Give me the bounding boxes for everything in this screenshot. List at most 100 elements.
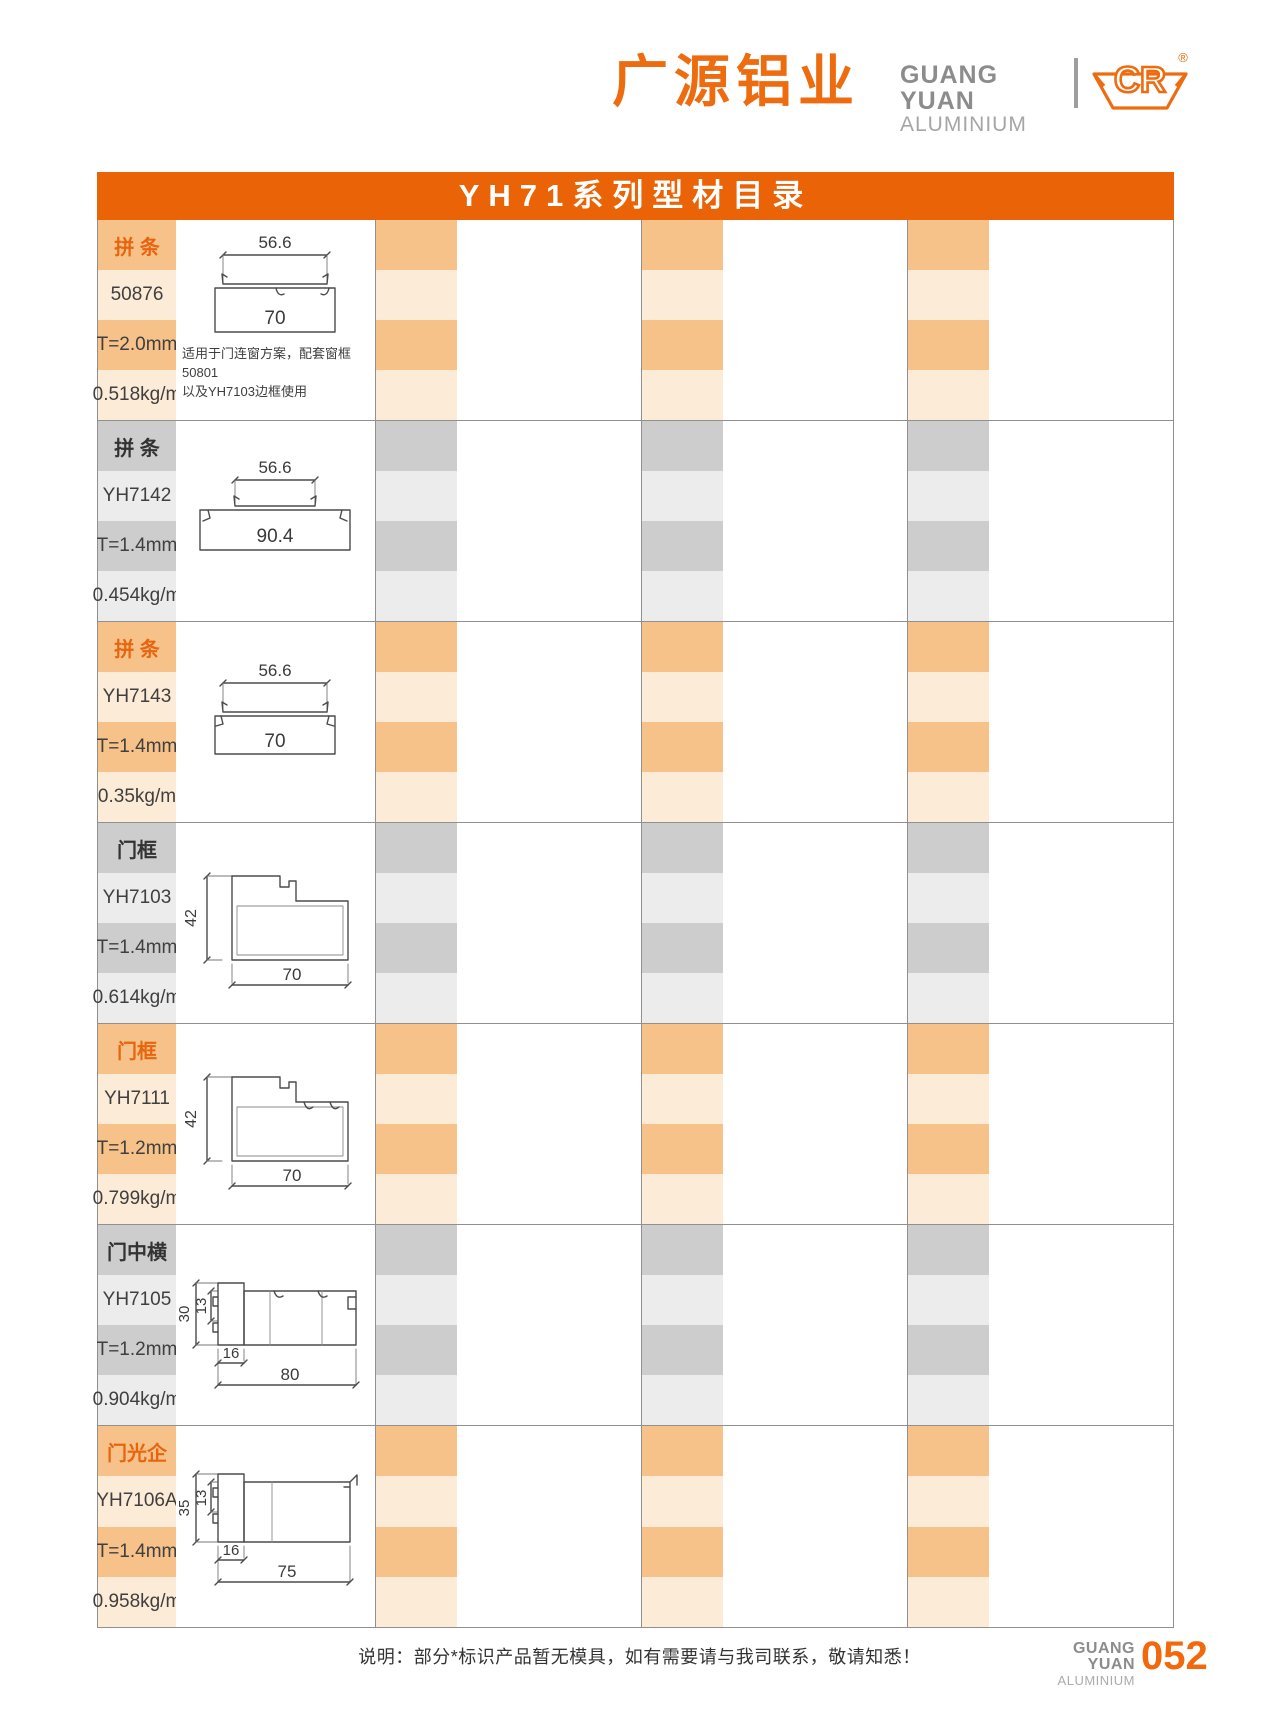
brand-divider (1074, 58, 1078, 108)
table-row: 门框 YH7111 T=1.2mm 0.799kg/m 42 70 (93, 1024, 1173, 1225)
empty-unit (641, 1024, 907, 1224)
empty-unit (375, 622, 641, 822)
profile-drawing: 30 13 16 80 (176, 1225, 375, 1425)
thickness-label: T=1.4mm (97, 1526, 177, 1577)
profile-drawing: 35 13 16 75 (176, 1426, 375, 1627)
product-code: YH7142 (98, 471, 176, 521)
footer-brand-english: GUANG YUAN (1072, 1640, 1135, 1673)
weight-label: 0.614kg/m (93, 973, 181, 1023)
category-label: 门光企 (98, 1426, 176, 1477)
product-labels: 门框 YH7103 T=1.4mm 0.614kg/m (93, 823, 181, 1023)
svg-text:35: 35 (176, 1500, 193, 1517)
svg-text:42: 42 (183, 1110, 200, 1128)
footer-brand-block: GUANG YUAN ALUMINIUM (1040, 1640, 1135, 1689)
footer-brand-english-sub: ALUMINIUM (1057, 1673, 1135, 1688)
svg-text:75: 75 (278, 1562, 297, 1581)
thickness-label: T=1.4mm (97, 722, 177, 772)
svg-text:80: 80 (281, 1365, 300, 1384)
thickness-label: T=1.4mm (97, 521, 177, 571)
empty-unit (907, 823, 1173, 1023)
empty-unit (375, 1426, 641, 1627)
product-unit: 拼 条 YH7142 T=1.4mm 0.454kg/m 56.6 90.4 (93, 421, 375, 621)
weight-label: 0.958kg/m (93, 1576, 181, 1627)
thickness-label: T=1.2mm (97, 1124, 177, 1174)
svg-text:56.6: 56.6 (258, 234, 291, 252)
product-unit: 拼 条 50876 T=2.0mm 0.518kg/m 56.6 70 适用于门… (93, 220, 375, 420)
profile-cross-section-svg: 56.6 70 (214, 234, 336, 333)
svg-text:90.4: 90.4 (257, 526, 294, 547)
weight-label: 0.904kg/m (93, 1375, 181, 1425)
svg-text:70: 70 (264, 731, 285, 752)
table-row: 拼 条 YH7143 T=1.4mm 0.35kg/m 56.6 70 (97, 622, 1173, 823)
empty-unit (907, 421, 1173, 621)
brand-logo-icon: CR ® (1090, 48, 1190, 123)
product-code: YH7143 (98, 672, 176, 722)
product-labels: 拼 条 50876 T=2.0mm 0.518kg/m (93, 220, 181, 420)
product-code: YH7106A (96, 1476, 178, 1527)
category-label: 拼 条 (98, 622, 176, 672)
usage-note: 适用于门连窗方案，配套窗框50801 以及YH7103边框使用 (182, 344, 374, 401)
svg-text:70: 70 (283, 1166, 302, 1185)
svg-text:13: 13 (193, 1298, 210, 1315)
logo-mark-letters: CR (1114, 59, 1166, 100)
empty-unit (641, 1426, 907, 1627)
registered-mark: ® (1178, 50, 1188, 65)
product-labels: 拼 条 YH7142 T=1.4mm 0.454kg/m (93, 421, 181, 621)
category-label: 门框 (98, 823, 176, 873)
product-unit: 拼 条 YH7143 T=1.4mm 0.35kg/m 56.6 70 (97, 622, 375, 822)
catalog-table: 拼 条 50876 T=2.0mm 0.518kg/m 56.6 70 适用于门… (93, 220, 1174, 1628)
category-label: 门框 (98, 1024, 176, 1074)
empty-unit (907, 1024, 1173, 1224)
profile-drawing: 42 70 (176, 1024, 375, 1224)
svg-text:56.6: 56.6 (258, 459, 291, 477)
empty-unit (375, 823, 641, 1023)
page-title: YH71系列型材目录 (97, 172, 1174, 220)
empty-unit (641, 220, 907, 420)
svg-text:16: 16 (223, 1345, 240, 1362)
page-number: 052 (1141, 1634, 1208, 1678)
profile-drawing: 42 70 (176, 823, 375, 1023)
brand-name-english-sub: ALUMINIUM (900, 113, 1027, 136)
thickness-label: T=1.4mm (97, 923, 177, 973)
category-label: 拼 条 (98, 421, 176, 471)
svg-text:70: 70 (264, 308, 285, 329)
category-label: 拼 条 (98, 220, 176, 270)
product-labels: 拼 条 YH7143 T=1.4mm 0.35kg/m (97, 622, 177, 822)
profile-drawing: 56.6 70 适用于门连窗方案，配套窗框50801 以及YH7103边框使用 (176, 220, 375, 420)
footer-note: 说明：部分*标识产品暂无模具，如有需要请与我司联系，敬请知悉！ (358, 1647, 921, 1667)
svg-text:13: 13 (193, 1490, 210, 1507)
table-row: 拼 条 YH7142 T=1.4mm 0.454kg/m 56.6 90.4 (93, 421, 1173, 622)
table-row: 门中横 YH7105 T=1.2mm 0.904kg/m 30 13 (93, 1225, 1173, 1426)
empty-unit (641, 622, 907, 822)
brand-name-chinese: 广源铝业 (612, 50, 860, 113)
empty-unit (907, 1225, 1173, 1425)
product-code: YH7105 (98, 1275, 176, 1325)
svg-text:16: 16 (223, 1542, 240, 1559)
table-row: 门框 YH7103 T=1.4mm 0.614kg/m 42 70 (93, 823, 1173, 1024)
svg-text:70: 70 (283, 965, 302, 984)
product-code: YH7111 (98, 1074, 176, 1124)
weight-label: 0.518kg/m (93, 370, 181, 420)
empty-unit (375, 1024, 641, 1224)
profile-cross-section-svg: 42 70 (183, 872, 352, 989)
product-labels: 门光企 YH7106A T=1.4mm 0.958kg/m (93, 1426, 181, 1627)
empty-unit (907, 220, 1173, 420)
svg-text:30: 30 (176, 1306, 193, 1323)
empty-unit (907, 622, 1173, 822)
brand-name-english-block: GUANG YUAN ALUMINIUM (900, 62, 1070, 136)
profile-cross-section-svg: 56.6 90.4 (199, 459, 351, 551)
weight-label: 0.799kg/m (93, 1174, 181, 1224)
thickness-label: T=1.2mm (97, 1325, 177, 1375)
empty-unit (641, 823, 907, 1023)
product-unit: 门中横 YH7105 T=1.2mm 0.904kg/m 30 13 (93, 1225, 375, 1425)
thickness-label: T=2.0mm (97, 320, 177, 370)
table-row: 门光企 YH7106A T=1.4mm 0.958kg/m 35 13 (93, 1426, 1173, 1627)
product-unit: 门框 YH7111 T=1.2mm 0.799kg/m 42 70 (93, 1024, 375, 1224)
profile-cross-section-svg: 35 13 16 75 (176, 1470, 358, 1586)
product-code: 50876 (98, 270, 176, 320)
empty-unit (375, 220, 641, 420)
table-row: 拼 条 50876 T=2.0mm 0.518kg/m 56.6 70 适用于门… (93, 220, 1173, 421)
product-labels: 门中横 YH7105 T=1.2mm 0.904kg/m (93, 1225, 181, 1425)
category-label: 门中横 (98, 1225, 176, 1275)
weight-label: 0.35kg/m (98, 772, 176, 822)
